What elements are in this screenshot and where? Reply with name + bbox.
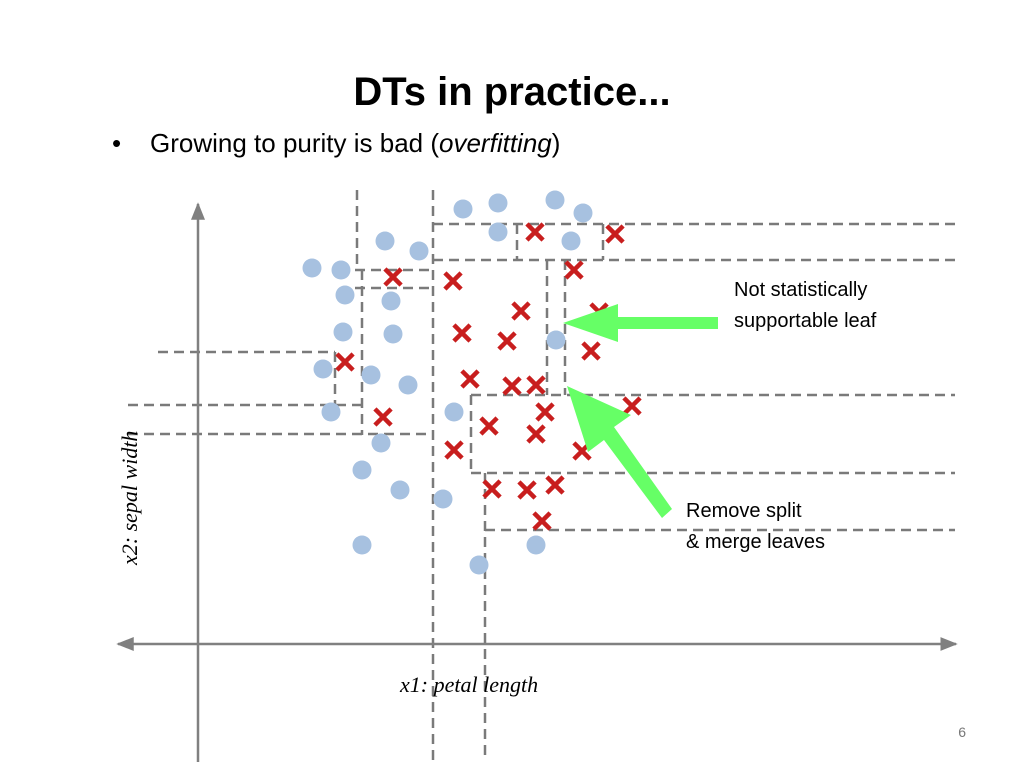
circle-marker xyxy=(409,241,429,261)
x-axis-label: x1: petal length xyxy=(399,672,538,697)
circle-marker xyxy=(352,535,372,555)
cross-marker xyxy=(517,480,537,500)
split-lines xyxy=(128,190,955,760)
cross-marker xyxy=(526,424,546,444)
circle-marker xyxy=(453,199,473,219)
arrow-icon xyxy=(563,304,718,342)
cross-marker xyxy=(545,475,565,495)
circle-marker xyxy=(398,375,418,395)
bullet-text-before: Growing to purity is bad ( xyxy=(150,128,440,158)
annotation-leaf: Not statistically supportable leaf xyxy=(734,275,876,337)
cross-marker xyxy=(460,369,480,389)
slide-title: DTs in practice... xyxy=(353,70,671,114)
cross-marker xyxy=(511,301,531,321)
y-axis-label: x2: sepal width xyxy=(117,431,142,566)
circle-marker xyxy=(335,285,355,305)
annotation-line: Not statistically xyxy=(734,279,868,301)
circle-marker xyxy=(433,489,453,509)
data-points xyxy=(302,190,642,575)
cross-marker xyxy=(532,511,552,531)
circle-marker xyxy=(545,190,565,210)
circle-marker xyxy=(444,402,464,422)
cross-marker xyxy=(335,352,355,372)
bullet-symbol: • xyxy=(112,128,122,158)
circle-marker xyxy=(371,433,391,453)
bullet-text-after: ) xyxy=(551,128,561,158)
cross-marker xyxy=(535,402,555,422)
cross-marker xyxy=(383,267,403,287)
circle-marker xyxy=(313,359,333,379)
annotation-line: & merge leaves xyxy=(686,531,825,553)
circle-marker xyxy=(488,193,508,213)
cross-marker xyxy=(482,479,502,499)
cross-marker xyxy=(502,376,522,396)
cross-marker xyxy=(479,416,499,436)
circle-marker xyxy=(526,535,546,555)
cross-marker xyxy=(581,341,601,361)
circle-marker xyxy=(352,460,372,480)
cross-marker xyxy=(525,222,545,242)
circle-marker xyxy=(321,402,341,422)
circle-marker xyxy=(302,258,322,278)
annotation-line: Remove split xyxy=(686,500,802,522)
cross-marker xyxy=(564,260,584,280)
circle-marker xyxy=(546,330,566,350)
annotation-arrows xyxy=(563,304,718,518)
page-number: 6 xyxy=(958,724,966,740)
cross-marker xyxy=(452,323,472,343)
circle-marker xyxy=(375,231,395,251)
circle-marker xyxy=(381,291,401,311)
cross-marker xyxy=(444,440,464,460)
circle-marker xyxy=(331,260,351,280)
bullet-item: • Growing to purity is bad (overfitting) xyxy=(112,128,560,159)
cross-marker xyxy=(443,271,463,291)
circle-marker xyxy=(469,555,489,575)
annotation-line: supportable leaf xyxy=(734,310,877,332)
arrow-icon xyxy=(567,386,672,518)
circle-marker xyxy=(383,324,403,344)
circle-marker xyxy=(333,322,353,342)
circle-marker xyxy=(390,480,410,500)
cross-marker xyxy=(605,224,625,244)
cross-marker xyxy=(497,331,517,351)
annotation-merge: Remove split & merge leaves xyxy=(686,496,825,558)
circle-marker xyxy=(361,365,381,385)
cross-marker xyxy=(373,407,393,427)
circle-marker xyxy=(573,203,593,223)
cross-marker xyxy=(526,375,546,395)
circle-marker xyxy=(561,231,581,251)
bullet-emphasis: overfitting xyxy=(439,128,552,158)
circle-marker xyxy=(488,222,508,242)
cross-marker xyxy=(622,396,642,416)
